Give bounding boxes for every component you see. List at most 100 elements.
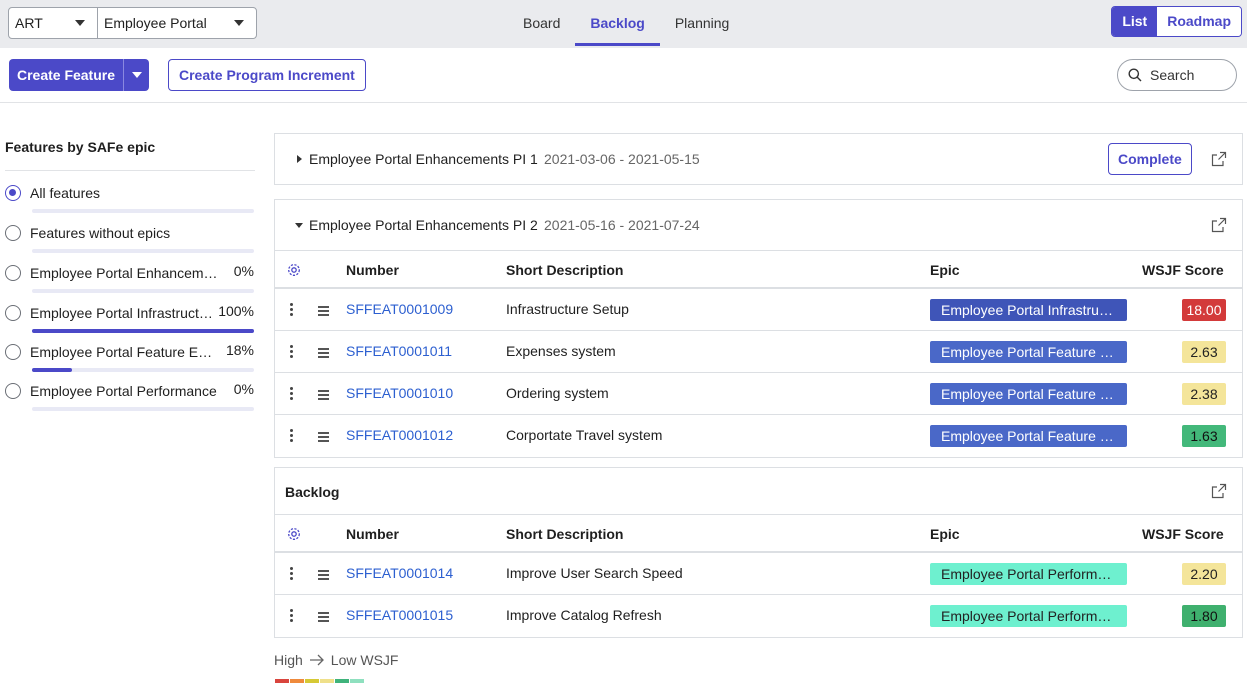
pi-name: Employee Portal Enhancements PI 2	[309, 217, 538, 233]
complete-pi-button[interactable]: Complete	[1108, 143, 1192, 175]
top-bar: ART Employee Portal Board Backlog Planni…	[0, 0, 1247, 48]
table-row[interactable]: SFFEAT0001009 Infrastructure Setup Emplo…	[275, 289, 1242, 331]
gear-icon[interactable]	[287, 263, 301, 277]
filter-item-features-without-epics[interactable]: Features without epics	[4, 220, 256, 260]
feature-number-link[interactable]: SFFEAT0001012	[346, 427, 454, 443]
wsjf-score-badge: 2.20	[1182, 563, 1226, 585]
column-header-short-description[interactable]: Short Description	[506, 262, 624, 278]
progress-bar	[32, 249, 254, 253]
column-header-number[interactable]: Number	[346, 526, 399, 542]
column-header-wsjf-score[interactable]: WSJF Score	[1142, 262, 1224, 278]
epic-badge: Employee Portal Feature Enhancements	[930, 383, 1127, 405]
drag-handle-icon[interactable]	[318, 390, 329, 402]
open-in-new-icon[interactable]	[1211, 151, 1227, 167]
filter-item-epic-performance[interactable]: Employee Portal Performance 0%	[4, 378, 256, 418]
nav-tabs: Board Backlog Planning	[508, 0, 744, 46]
feature-description: Ordering system	[506, 385, 609, 401]
feature-number-link[interactable]: SFFEAT0001014	[346, 565, 454, 581]
radio-button[interactable]	[5, 383, 21, 399]
progress-fill	[32, 368, 72, 372]
more-options-icon[interactable]	[290, 387, 293, 402]
legend-swatch	[305, 679, 319, 683]
feature-number-link[interactable]: SFFEAT0001015	[346, 607, 454, 623]
portal-select[interactable]: Employee Portal	[97, 7, 257, 39]
legend-low-label: Low WSJF	[330, 652, 399, 668]
tab-planning[interactable]: Planning	[674, 15, 730, 31]
open-in-new-icon[interactable]	[1211, 217, 1227, 233]
column-header-short-description[interactable]: Short Description	[506, 526, 624, 542]
filter-item-percent: 0%	[233, 381, 254, 397]
pi-dates: 2021-03-06 - 2021-05-15	[544, 151, 700, 167]
radio-button[interactable]	[5, 265, 21, 281]
art-select[interactable]: ART	[8, 7, 98, 39]
column-header-number[interactable]: Number	[346, 262, 399, 278]
feature-number-link[interactable]: SFFEAT0001010	[346, 385, 454, 401]
table-row[interactable]: SFFEAT0001012 Corportate Travel system E…	[275, 415, 1242, 457]
table-row[interactable]: SFFEAT0001011 Expenses system Employee P…	[275, 331, 1242, 373]
pi-header[interactable]: Employee Portal Enhancements PI 2 2021-0…	[275, 200, 1242, 250]
search-input[interactable]: Search	[1117, 59, 1237, 91]
pi-section-collapsed: Employee Portal Enhancements PI 1 2021-0…	[274, 133, 1243, 185]
radio-button[interactable]	[5, 344, 21, 360]
column-header-wsjf-score[interactable]: WSJF Score	[1142, 526, 1224, 542]
filter-item-epic-infrastructure[interactable]: Employee Portal Infrastructure 100%	[4, 300, 256, 340]
backlog-header: Backlog	[275, 468, 1242, 514]
divider	[5, 170, 255, 171]
drag-handle-icon[interactable]	[318, 432, 329, 444]
column-header-epic[interactable]: Epic	[930, 262, 960, 278]
gear-icon[interactable]	[287, 527, 301, 541]
create-feature-dropdown[interactable]	[124, 59, 149, 91]
wsjf-score-badge: 2.38	[1182, 383, 1226, 405]
caret-right-icon[interactable]	[297, 155, 302, 163]
more-options-icon[interactable]	[290, 567, 293, 582]
legend-swatch	[335, 679, 349, 683]
feature-number-link[interactable]: SFFEAT0001011	[346, 343, 453, 359]
table-row[interactable]: SFFEAT0001014 Improve User Search Speed …	[275, 553, 1242, 595]
create-program-increment-button[interactable]: Create Program Increment	[168, 59, 366, 91]
progress-bar	[32, 209, 254, 213]
drag-handle-icon[interactable]	[318, 612, 329, 624]
table-row[interactable]: SFFEAT0001015 Improve Catalog Refresh Em…	[275, 595, 1242, 637]
filter-item-percent: 18%	[225, 342, 254, 358]
pi-header[interactable]: Employee Portal Enhancements PI 1 2021-0…	[275, 134, 1242, 184]
drag-handle-icon[interactable]	[318, 570, 329, 582]
filter-item-epic-enhancements[interactable]: Employee Portal Enhancements 0%	[4, 260, 256, 300]
caret-down-icon[interactable]	[295, 223, 303, 228]
drag-handle-icon[interactable]	[318, 306, 329, 318]
create-feature-button[interactable]: Create Feature	[9, 59, 124, 91]
tab-board[interactable]: Board	[523, 15, 561, 31]
column-header-epic[interactable]: Epic	[930, 526, 960, 542]
wsjf-score-badge: 2.63	[1182, 341, 1226, 363]
more-options-icon[interactable]	[290, 345, 293, 360]
tab-backlog[interactable]: Backlog	[575, 0, 660, 46]
more-options-icon[interactable]	[290, 609, 293, 624]
feature-list: SFFEAT0001009 Infrastructure Setup Emplo…	[275, 289, 1242, 457]
radio-button[interactable]	[5, 225, 21, 241]
feature-number-link[interactable]: SFFEAT0001009	[346, 301, 454, 317]
more-options-icon[interactable]	[290, 429, 293, 444]
feature-description: Improve User Search Speed	[506, 565, 683, 581]
wsjf-score-badge: 1.80	[1182, 605, 1226, 627]
list-view-button[interactable]: List	[1112, 7, 1158, 36]
view-toggle: List Roadmap	[1111, 6, 1242, 37]
filter-item-percent: 100%	[218, 303, 254, 319]
progress-bar	[32, 407, 254, 411]
filter-item-label: Employee Portal Infrastructure	[30, 305, 218, 321]
roadmap-view-button[interactable]: Roadmap	[1157, 7, 1241, 36]
feature-description: Improve Catalog Refresh	[506, 607, 662, 623]
drag-handle-icon[interactable]	[318, 348, 329, 360]
backlog-title: Backlog	[285, 484, 340, 500]
more-options-icon[interactable]	[290, 303, 293, 318]
filter-item-all-features[interactable]: All features	[4, 180, 256, 220]
wsjf-score-badge: 1.63	[1182, 425, 1226, 447]
filter-panel-title: Features by SAFe epic	[5, 139, 156, 155]
pi-dates: 2021-05-16 - 2021-07-24	[544, 217, 700, 233]
progress-bar	[32, 289, 254, 293]
filter-item-epic-feature-enhancements[interactable]: Employee Portal Feature Enhancements 18%	[4, 339, 256, 379]
table-row[interactable]: SFFEAT0001010 Ordering system Employee P…	[275, 373, 1242, 415]
open-in-new-icon[interactable]	[1211, 483, 1227, 499]
radio-button[interactable]	[5, 185, 21, 201]
filter-item-percent: 0%	[233, 263, 254, 279]
radio-button[interactable]	[5, 305, 21, 321]
feature-list: SFFEAT0001014 Improve User Search Speed …	[275, 553, 1242, 637]
